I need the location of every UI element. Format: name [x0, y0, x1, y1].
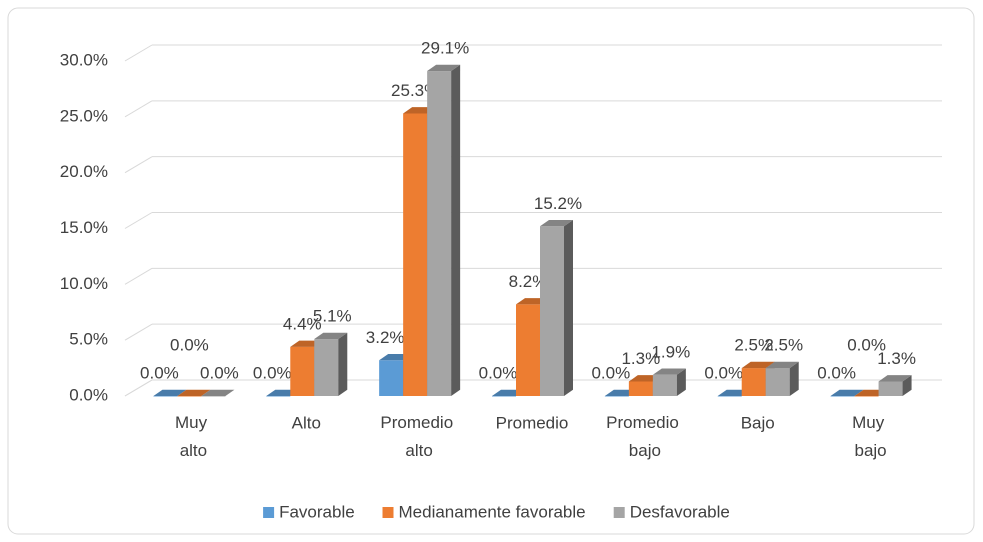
bar-front	[201, 396, 226, 397]
bar-front	[741, 368, 766, 396]
bar-top	[201, 389, 235, 396]
bar-side	[789, 361, 799, 396]
bar-top	[540, 219, 573, 227]
bar-front	[878, 381, 903, 396]
data-label: 15.2%	[534, 194, 582, 213]
bar	[201, 389, 235, 397]
grid-side	[124, 156, 153, 174]
x-tick-label: Promedio bajo	[606, 413, 683, 460]
bar-front	[854, 396, 879, 397]
y-tick-label: 0.0%	[69, 385, 108, 404]
data-label: 0.0%	[847, 335, 886, 354]
legend-swatch	[613, 507, 625, 518]
data-label: 1.3%	[877, 349, 916, 368]
bar-front	[492, 396, 516, 397]
bar-side	[902, 375, 912, 396]
x-tick-label: Muy alto	[175, 413, 212, 460]
bar	[153, 389, 187, 397]
data-label: 3.2%	[366, 328, 405, 347]
bar-top	[830, 389, 864, 396]
data-label: 5.1%	[313, 307, 352, 326]
grid-side	[124, 379, 153, 397]
x-tick-label: Bajo	[741, 413, 775, 432]
bar	[540, 219, 573, 396]
data-label: 0.0%	[253, 363, 292, 382]
x-tick-label: Promedio	[496, 413, 569, 432]
data-label: 2.5%	[734, 336, 773, 355]
grid-side	[124, 100, 153, 118]
legend-label: Favorable	[279, 502, 355, 521]
bar-top	[153, 389, 187, 396]
y-tick-label: 15.0%	[60, 218, 108, 237]
data-label: 0.0%	[817, 363, 856, 382]
data-label: 8.2%	[509, 272, 548, 291]
bar	[314, 332, 348, 396]
grid-side	[124, 44, 153, 62]
data-label: 4.4%	[283, 314, 322, 333]
bar-front	[717, 396, 742, 397]
data-label: 1.9%	[651, 342, 690, 361]
legend-swatch	[263, 507, 275, 518]
bar-front	[379, 360, 404, 396]
bar-front	[314, 339, 339, 396]
bar-top	[427, 64, 461, 72]
grid-side	[124, 323, 153, 341]
bar-top	[177, 389, 211, 396]
y-tick-label: 20.0%	[60, 162, 108, 181]
legend-label: Desfavorable	[630, 502, 730, 521]
bar-front	[830, 396, 855, 397]
bar-front	[604, 396, 629, 397]
bar-front	[765, 368, 790, 396]
chart-border	[7, 7, 975, 535]
grid-side	[124, 267, 153, 285]
bar	[652, 368, 686, 396]
bar-top	[741, 361, 775, 369]
data-label: 0.0%	[170, 335, 209, 354]
bar-side	[564, 219, 573, 396]
bar-top	[765, 361, 799, 369]
bar-front	[290, 346, 315, 396]
x-tick-label: Muy bajo	[852, 413, 889, 460]
legend-swatch	[382, 507, 394, 518]
bar	[177, 389, 211, 397]
y-tick-label: 30.0%	[60, 50, 108, 69]
bar	[830, 389, 864, 397]
legend-label: Medianamente favorable	[399, 502, 586, 521]
x-tick-label: Promedio alto	[380, 413, 457, 460]
bar-top	[652, 368, 686, 375]
data-label: 2.5%	[764, 336, 803, 355]
data-label: 29.1%	[421, 39, 469, 58]
bar	[765, 361, 799, 396]
y-tick-label: 25.0%	[60, 106, 108, 125]
bar-front	[177, 396, 202, 397]
bar-front	[652, 374, 677, 396]
bar-front	[540, 226, 564, 396]
bar-front	[266, 396, 291, 397]
data-label: 1.3%	[621, 349, 660, 368]
bar-front	[153, 396, 178, 397]
data-label: 0.0%	[140, 363, 179, 382]
bar-front	[516, 304, 540, 396]
data-label: 0.0%	[200, 363, 239, 382]
bar	[427, 64, 461, 397]
bar-side	[338, 332, 348, 396]
bar-top	[878, 375, 912, 382]
bar-side	[451, 64, 461, 396]
bar-top	[314, 332, 348, 340]
data-label: 0.0%	[479, 363, 518, 382]
bar	[878, 375, 912, 396]
bar-front	[427, 71, 452, 397]
data-label: 0.0%	[704, 363, 743, 382]
bar-front	[403, 113, 428, 396]
bar-front	[628, 381, 653, 396]
y-tick-label: 5.0%	[69, 330, 108, 349]
x-tick-label: Alto	[292, 413, 321, 432]
data-label: 0.0%	[591, 363, 630, 382]
y-tick-label: 10.0%	[60, 274, 108, 293]
bar-side	[676, 368, 686, 396]
grid-side	[124, 212, 153, 229]
